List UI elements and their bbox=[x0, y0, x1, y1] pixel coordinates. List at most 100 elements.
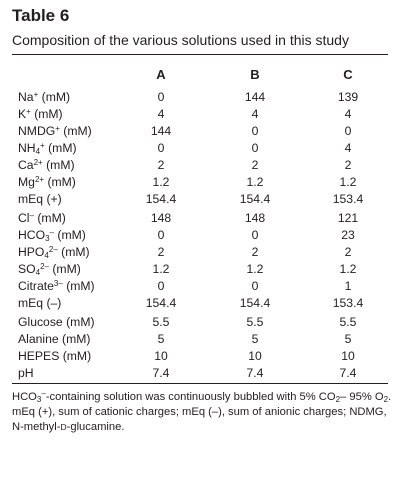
cell-value-b: 1.2 bbox=[246, 175, 264, 189]
footnote-part: -glucamine. bbox=[66, 421, 125, 433]
column-header-b: B bbox=[250, 67, 260, 82]
cell-value-c: 10 bbox=[341, 349, 355, 363]
row-label-unit: (mM) bbox=[48, 262, 81, 276]
cell-value-a: 7.4 bbox=[152, 366, 170, 380]
footnote-subscript: 3 bbox=[36, 395, 42, 404]
cell-value-c: 139 bbox=[337, 90, 359, 104]
cell-value-c: 5.5 bbox=[339, 315, 357, 329]
table-row: Alanine (mM) 5 5 5 bbox=[0, 331, 407, 348]
cell-value-a: 0 bbox=[157, 228, 165, 242]
cell-value-a: 154.4 bbox=[145, 192, 177, 206]
row-label: HCO3– (mM) bbox=[18, 227, 86, 244]
row-label-subscript: 4 bbox=[35, 147, 41, 156]
table-row: pH 7.4 7.4 7.4 bbox=[0, 365, 407, 382]
row-label: SO42– (mM) bbox=[18, 261, 81, 278]
cell-value-c: 1.2 bbox=[339, 175, 357, 189]
column-header-c: C bbox=[343, 67, 353, 82]
row-label-text: Cl bbox=[18, 211, 30, 225]
row-label: NH4+ (mM) bbox=[18, 140, 77, 157]
footnote-part: HCO bbox=[12, 391, 37, 403]
table-title: Table 6 bbox=[12, 6, 70, 25]
row-label: Na+ (mM) bbox=[18, 89, 70, 106]
cell-value-a: 2 bbox=[157, 245, 165, 259]
cell-value-b: 154.4 bbox=[239, 296, 271, 310]
cell-value-a: 0 bbox=[157, 141, 165, 155]
row-label-unit: (mM) bbox=[42, 158, 75, 172]
cell-value-a: 10 bbox=[154, 349, 168, 363]
table-footnote: HCO3–-containing solution was continuous… bbox=[12, 390, 392, 435]
table-row: Ca2+ (mM) 2 2 2 bbox=[0, 157, 407, 174]
cell-value-b: 5 bbox=[251, 332, 259, 346]
row-label: pH bbox=[18, 365, 34, 382]
row-label-text: Ca bbox=[18, 158, 34, 172]
row-label-text: HCO bbox=[18, 228, 46, 242]
footnote-part: . mEq (+), sum of cationic charges; mEq … bbox=[12, 391, 392, 433]
row-label-text: NH bbox=[18, 141, 36, 155]
table-row: HPO42– (mM) 2 2 2 bbox=[0, 244, 407, 261]
column-header-a: A bbox=[156, 67, 166, 82]
cell-value-b: 0 bbox=[251, 228, 259, 242]
row-label-text: mEq (+) bbox=[18, 192, 62, 206]
table-row: SO42– (mM) 1.2 1.2 1.2 bbox=[0, 261, 407, 278]
cell-value-b: 2 bbox=[251, 245, 259, 259]
cell-value-a: 144 bbox=[150, 124, 172, 138]
row-label-unit: (mM) bbox=[33, 211, 66, 225]
cell-value-a: 5 bbox=[157, 332, 165, 346]
row-label-text: HEPES bbox=[18, 349, 60, 363]
cell-value-b: 0 bbox=[251, 124, 259, 138]
footnote-small-caps: D bbox=[60, 422, 67, 432]
row-label-unit: (mM) bbox=[54, 228, 86, 242]
cell-value-b: 2 bbox=[251, 158, 259, 172]
cell-value-a: 148 bbox=[150, 211, 172, 225]
row-label: Citrate3– (mM) bbox=[18, 278, 95, 295]
row-label: K+ (mM) bbox=[18, 106, 63, 123]
row-label-unit: (mM) bbox=[59, 124, 92, 138]
row-label-text: HPO bbox=[18, 245, 45, 259]
top-rule bbox=[12, 54, 388, 55]
row-label-text: NMDG bbox=[18, 124, 56, 138]
row-label-text: Mg bbox=[18, 175, 35, 189]
cell-value-b: 0 bbox=[251, 141, 259, 155]
row-label-superscript: + bbox=[33, 90, 39, 99]
row-label-unit: (mM) bbox=[62, 315, 95, 329]
row-label-unit: (mM) bbox=[44, 175, 76, 189]
table-row: Mg2+ (mM) 1.2 1.2 1.2 bbox=[0, 174, 407, 191]
cell-value-c: 121 bbox=[337, 211, 359, 225]
row-label-text: Na bbox=[18, 90, 34, 104]
footnote-subscript: 2 bbox=[383, 395, 389, 404]
cell-value-a: 5.5 bbox=[152, 315, 170, 329]
row-label-superscript: + bbox=[55, 124, 60, 133]
row-label: mEq (–) bbox=[18, 295, 61, 312]
cell-value-c: 2 bbox=[344, 158, 352, 172]
row-label-text: Citrate bbox=[18, 279, 54, 293]
row-label-superscript: 3– bbox=[53, 279, 63, 288]
row-label: HEPES (mM) bbox=[18, 348, 91, 365]
row-label-text: Alanine bbox=[18, 332, 59, 346]
row-label: Mg2+ (mM) bbox=[18, 174, 76, 191]
footnote-superscript: – bbox=[41, 389, 46, 398]
table-row: mEq (–) 154.4 154.4 153.4 bbox=[0, 295, 407, 312]
row-label-superscript: – bbox=[49, 228, 54, 237]
footnote-part: – 95% O bbox=[340, 391, 384, 403]
row-label-text: Glucose bbox=[18, 315, 63, 329]
table-row: HEPES (mM) 10 10 10 bbox=[0, 348, 407, 365]
table-row: Cl– (mM) 148 148 121 bbox=[0, 210, 407, 227]
cell-value-b: 7.4 bbox=[246, 366, 264, 380]
cell-value-a: 0 bbox=[157, 90, 165, 104]
table-row: NMDG+ (mM) 144 0 0 bbox=[0, 123, 407, 140]
row-label: Cl– (mM) bbox=[18, 210, 66, 227]
bottom-rule bbox=[12, 383, 388, 384]
table-row: K+ (mM) 4 4 4 bbox=[0, 106, 407, 123]
cell-value-c: 7.4 bbox=[339, 366, 357, 380]
cell-value-a: 2 bbox=[157, 158, 165, 172]
table-row: Na+ (mM) 0 144 139 bbox=[0, 89, 407, 106]
cell-value-b: 5.5 bbox=[246, 315, 264, 329]
row-label: NMDG+ (mM) bbox=[18, 123, 92, 140]
row-label-superscript: – bbox=[29, 211, 34, 220]
cell-value-c: 1.2 bbox=[339, 262, 357, 276]
row-label: Alanine (mM) bbox=[18, 331, 90, 348]
row-label: Ca2+ (mM) bbox=[18, 157, 75, 174]
footnote-subscript: 2 bbox=[335, 395, 341, 404]
cell-value-c: 0 bbox=[344, 124, 352, 138]
